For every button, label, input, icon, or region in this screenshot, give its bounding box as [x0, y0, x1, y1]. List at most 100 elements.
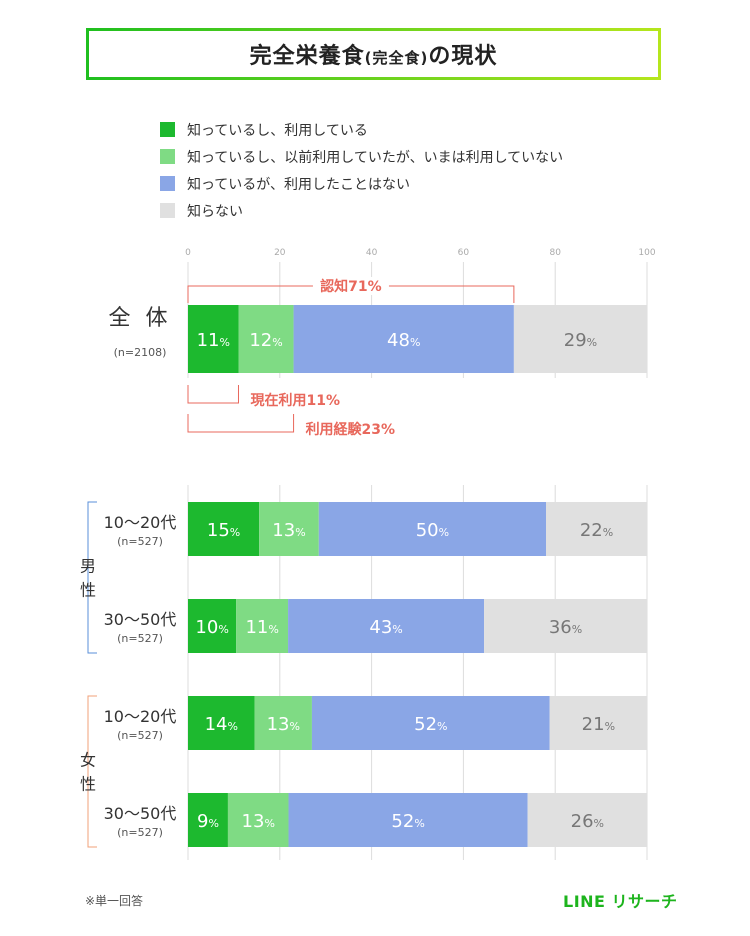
x-tick-label: 0: [185, 248, 191, 258]
data-label-unit: %: [410, 336, 420, 349]
data-label: 11%: [197, 330, 230, 351]
legend-swatch: [160, 149, 175, 164]
x-tick-label: 100: [638, 248, 655, 258]
data-label: 14%: [205, 714, 238, 735]
legend-item: 知っているが、利用したことはない: [160, 170, 563, 197]
bar-segment: [188, 502, 260, 556]
data-label: 22%: [580, 520, 613, 541]
data-label-value: 9: [197, 811, 208, 832]
legend-label: 知っているし、以前利用していたが、いまは利用していない: [187, 149, 564, 166]
annotation-label-bg: [312, 277, 389, 295]
data-label: 9%: [197, 811, 219, 832]
data-label-value: 48: [387, 330, 410, 351]
legend-swatch: [160, 122, 175, 137]
data-label-value: 22: [580, 520, 603, 541]
data-label-value: 11: [197, 330, 220, 351]
bar-segment: [288, 599, 485, 653]
data-label-unit: %: [228, 720, 238, 733]
bar-segment: [188, 305, 239, 373]
chart-title-box: 完全栄養食(完全食)の現状: [86, 28, 661, 80]
row-label: 30〜50代: [104, 610, 177, 629]
row-n: (n=527): [117, 729, 163, 742]
bar-segment: [318, 502, 547, 556]
annotation-bracket: [187, 385, 239, 404]
data-label: 11%: [245, 617, 278, 638]
data-label-value: 11: [245, 617, 268, 638]
bar-segment: [293, 305, 514, 373]
data-label-unit: %: [289, 720, 299, 733]
row-n: (n=527): [117, 535, 163, 548]
data-label-unit: %: [268, 623, 278, 636]
bar-segment: [254, 696, 312, 750]
data-label: 15%: [207, 520, 240, 541]
data-label-value: 50: [416, 520, 439, 541]
data-label-unit: %: [264, 817, 274, 830]
chart-title: 完全栄養食(完全食)の現状: [249, 44, 498, 69]
data-label: 48%: [387, 330, 420, 351]
row-label: 全 体: [109, 306, 172, 331]
data-label: 52%: [391, 811, 424, 832]
data-label-unit: %: [572, 623, 582, 636]
bar-segment: [236, 599, 289, 653]
data-label-value: 29: [564, 330, 587, 351]
data-label: 29%: [564, 330, 597, 351]
bar-segment: [527, 793, 647, 847]
data-label-value: 36: [549, 617, 572, 638]
data-label-value: 26: [571, 811, 594, 832]
data-label: 52%: [414, 714, 447, 735]
bar-segment: [259, 502, 319, 556]
annotation-label: 利用経験23%: [306, 421, 396, 438]
data-label-unit: %: [594, 817, 604, 830]
legend-item: 知っているし、利用している: [160, 116, 563, 143]
data-label: 36%: [549, 617, 582, 638]
data-label-unit: %: [295, 526, 305, 539]
legend: 知っているし、利用している 知っているし、以前利用していたが、いまは利用していな…: [160, 116, 563, 224]
x-tick-label: 60: [458, 248, 470, 258]
data-label-unit: %: [208, 817, 218, 830]
bar-segment: [513, 305, 647, 373]
legend-item: 知っているし、以前利用していたが、いまは利用していない: [160, 143, 563, 170]
annotation-label: 現在利用11%: [250, 392, 340, 409]
annotation-bracket: [187, 414, 295, 433]
group-label: 性: [80, 581, 96, 600]
row-label: 30〜50代: [104, 804, 177, 823]
data-label-value: 12: [249, 330, 272, 351]
data-label-unit: %: [603, 526, 613, 539]
data-label-value: 13: [272, 520, 295, 541]
data-label-unit: %: [437, 720, 447, 733]
bar-segment: [227, 793, 289, 847]
bar-segment: [188, 696, 255, 750]
bar-segment: [484, 599, 647, 653]
data-label-unit: %: [272, 336, 282, 349]
data-label: 26%: [571, 811, 604, 832]
legend-swatch: [160, 176, 175, 191]
data-label-value: 15: [207, 520, 230, 541]
legend-label: 知っているし、利用している: [187, 122, 368, 139]
row-label: 10〜20代: [104, 707, 177, 726]
data-label-unit: %: [587, 336, 597, 349]
row-n: (n=527): [117, 826, 163, 839]
data-label: 43%: [369, 617, 402, 638]
annotation-label: 認知71%: [320, 278, 382, 295]
group-label: 男: [80, 557, 96, 576]
data-label: 21%: [582, 714, 615, 735]
legend-label: 知らない: [187, 203, 243, 220]
group-bracket: [87, 695, 97, 848]
group-label: 女: [80, 751, 96, 770]
data-label-unit: %: [219, 336, 229, 349]
bar-segment: [549, 696, 647, 750]
row-n: (n=527): [117, 632, 163, 645]
data-label-value: 10: [195, 617, 218, 638]
data-label: 13%: [272, 520, 305, 541]
bar-segment: [311, 696, 550, 750]
data-label-value: 52: [391, 811, 414, 832]
data-label: 12%: [249, 330, 282, 351]
data-label-unit: %: [414, 817, 424, 830]
data-label-value: 13: [267, 714, 290, 735]
x-tick-label: 80: [549, 248, 561, 258]
data-label-unit: %: [605, 720, 615, 733]
bar-segment: [188, 599, 237, 653]
group-label: 性: [80, 775, 96, 794]
bar-segment: [546, 502, 647, 556]
